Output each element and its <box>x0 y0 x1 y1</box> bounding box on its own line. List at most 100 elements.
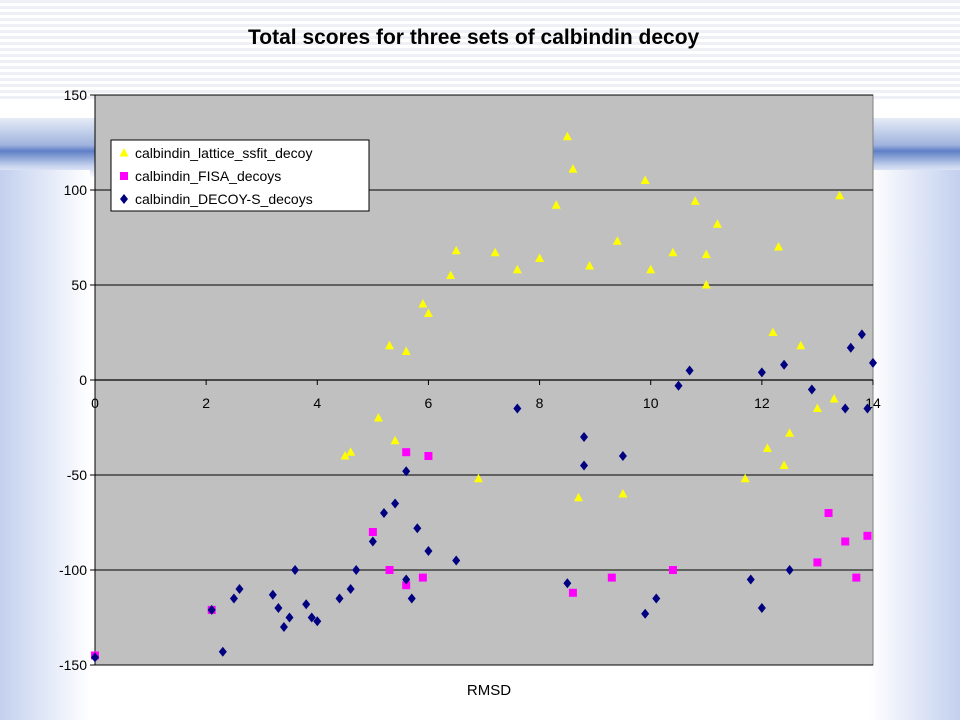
data-point <box>352 565 361 575</box>
x-axis: 0 2 4 6 8 10 12 14 <box>91 379 881 411</box>
data-point <box>285 612 294 623</box>
data-point <box>829 394 839 403</box>
y-axis: 150 100 50 0 -50 -100 -150 <box>59 87 96 673</box>
data-point <box>701 249 711 259</box>
data-point <box>824 509 833 517</box>
data-point <box>446 270 456 279</box>
data-point <box>712 219 722 228</box>
y-tick-label: -150 <box>59 657 87 673</box>
data-point <box>612 236 622 245</box>
data-point <box>313 616 322 627</box>
x-tick-label: 4 <box>313 395 321 411</box>
x-tick-label: 8 <box>536 395 544 411</box>
data-point <box>535 253 545 262</box>
data-point <box>852 573 861 582</box>
data-point <box>490 247 500 257</box>
data-point <box>812 403 822 412</box>
legend-box <box>110 139 370 212</box>
data-point <box>373 413 383 422</box>
data-point <box>740 473 750 483</box>
data-point <box>391 498 400 509</box>
y-tick-label: -50 <box>67 467 87 483</box>
data-point <box>869 357 877 368</box>
data-point <box>368 528 377 536</box>
data-point <box>841 403 850 414</box>
data-point <box>774 242 784 251</box>
data-point <box>346 584 355 594</box>
data-point <box>674 380 683 391</box>
data-point <box>780 359 789 370</box>
data-point <box>690 196 700 205</box>
data-point <box>473 473 483 483</box>
data-point <box>235 584 244 594</box>
data-point <box>618 489 628 498</box>
left-side-gradient <box>0 170 90 720</box>
data-point <box>451 245 461 255</box>
data-point <box>402 466 411 477</box>
data-point <box>785 565 794 575</box>
legend-marker <box>119 148 129 157</box>
data-points <box>91 131 877 663</box>
data-point <box>746 574 755 585</box>
data-point <box>796 340 806 350</box>
legend-label: calbindin_lattice_ssfit_decoy <box>135 145 312 161</box>
series-3 <box>91 329 877 663</box>
data-point <box>779 460 789 469</box>
data-point <box>274 603 283 613</box>
y-tick-label: 0 <box>79 372 87 388</box>
data-point <box>668 566 677 574</box>
legend-label: calbindin_DECOY-S_decoys <box>135 191 313 207</box>
data-point <box>757 603 766 613</box>
data-point <box>346 447 356 456</box>
data-point <box>385 340 395 350</box>
data-point <box>302 599 311 610</box>
data-point <box>207 604 216 615</box>
data-point <box>418 299 428 308</box>
legend: calbindin_lattice_ssfit_decoy calbindin_F… <box>110 139 370 212</box>
data-point <box>268 589 277 600</box>
x-axis-title: RMSD <box>467 682 511 699</box>
data-point <box>218 646 227 657</box>
data-point <box>424 452 433 460</box>
data-point <box>423 308 433 317</box>
data-point <box>580 432 589 442</box>
data-point <box>368 536 377 547</box>
data-point <box>335 593 344 604</box>
data-point <box>390 435 400 445</box>
y-tick-label: 50 <box>71 277 87 293</box>
data-point <box>407 593 416 604</box>
data-point <box>418 573 427 582</box>
data-point <box>863 531 872 540</box>
x-tick-label: 6 <box>425 395 433 411</box>
data-point <box>452 555 461 566</box>
data-point <box>640 175 650 184</box>
data-point <box>768 327 778 336</box>
data-point <box>618 451 627 461</box>
data-point <box>762 443 772 452</box>
data-point <box>551 200 561 209</box>
data-point <box>585 261 595 270</box>
data-point <box>785 428 795 437</box>
data-point <box>757 367 766 378</box>
data-point <box>668 247 678 257</box>
data-point <box>91 652 99 663</box>
data-point <box>279 622 288 632</box>
data-point <box>685 365 694 376</box>
chart-title: Total scores for three sets of calbindin… <box>248 26 700 49</box>
data-point <box>379 508 388 518</box>
data-point <box>413 523 422 534</box>
data-point <box>841 537 850 546</box>
data-point <box>646 264 656 274</box>
data-point <box>863 403 872 414</box>
data-point <box>813 558 822 567</box>
data-point <box>562 131 572 141</box>
legend-label: calbindin_FISA_decoys <box>135 168 281 184</box>
data-point <box>402 574 411 585</box>
series-1 <box>340 131 845 502</box>
data-point <box>835 190 845 200</box>
data-point <box>229 593 238 604</box>
data-point <box>568 164 578 173</box>
data-point <box>401 346 411 355</box>
y-tick-label: -100 <box>59 562 87 578</box>
data-point <box>580 460 589 471</box>
